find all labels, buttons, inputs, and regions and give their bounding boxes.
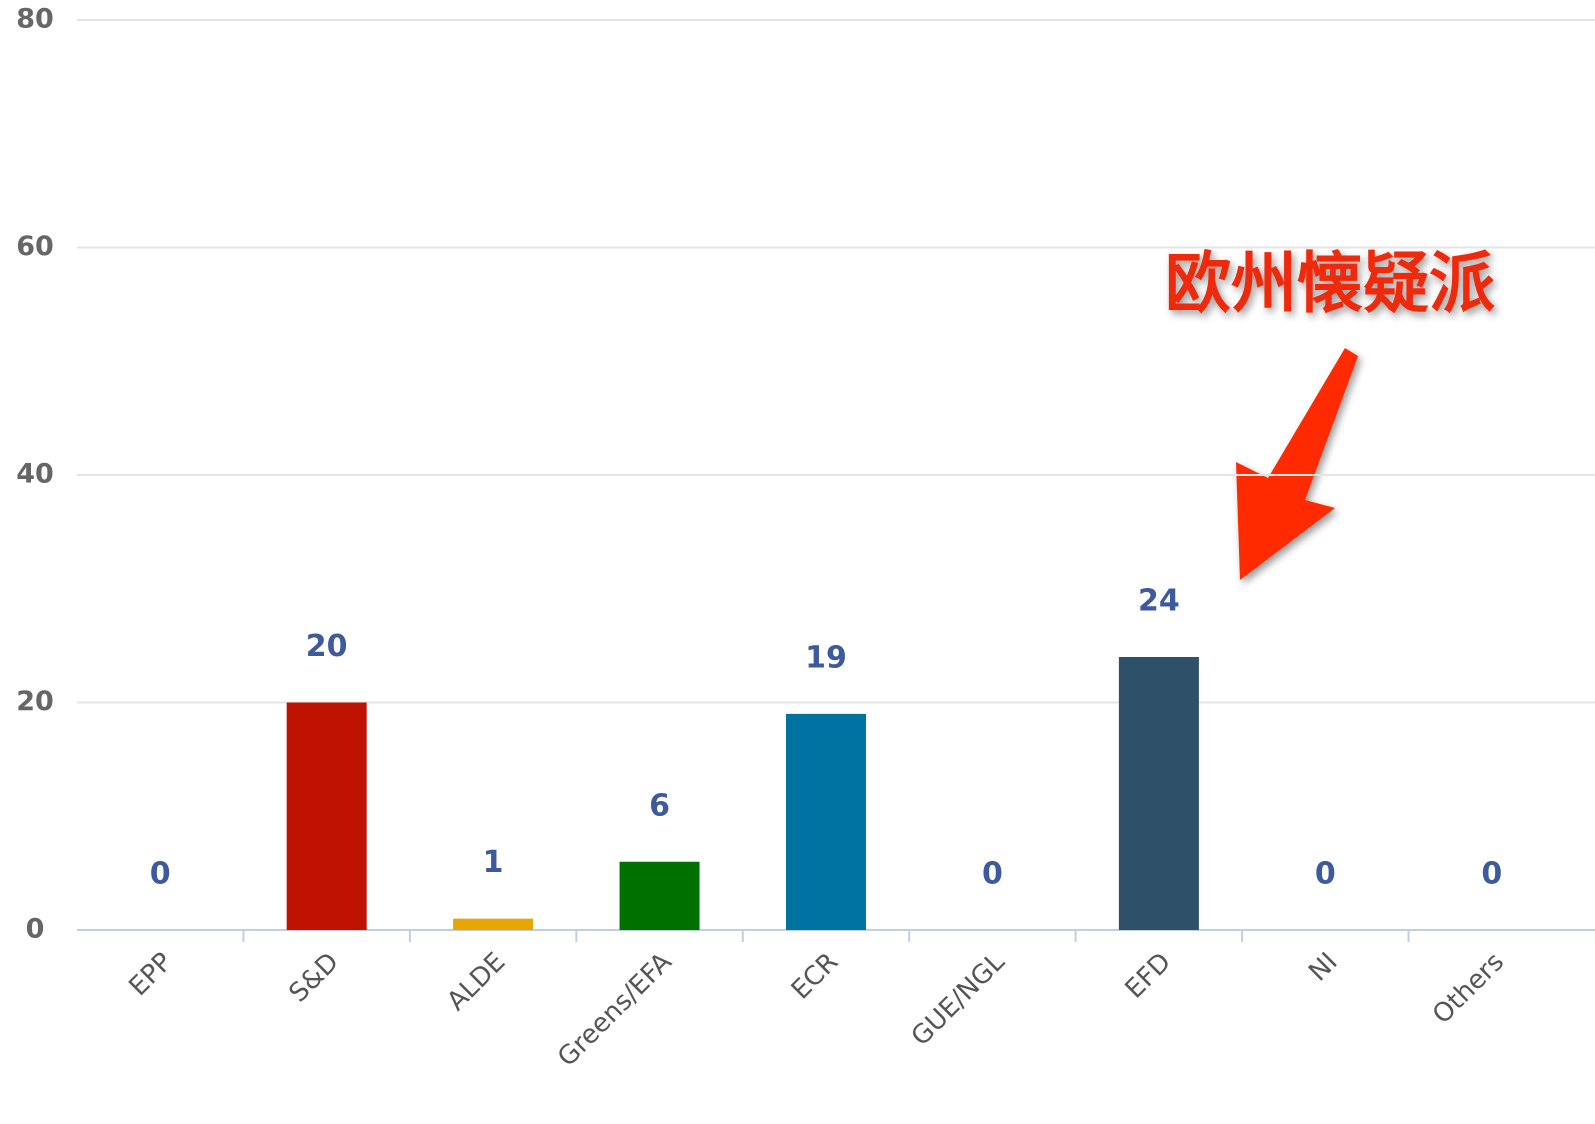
y-tick-label: 0 xyxy=(26,914,45,945)
data-label: 20 xyxy=(306,629,348,664)
y-tick-label: 20 xyxy=(16,686,54,717)
bar xyxy=(786,713,866,930)
data-label: 0 xyxy=(1315,857,1336,892)
bar xyxy=(286,702,367,930)
data-label: 0 xyxy=(982,857,1003,892)
y-tick-label: 40 xyxy=(16,459,54,490)
x-tick-label: EPP xyxy=(123,947,178,1002)
x-tick-label: Greens/EFA xyxy=(552,947,678,1073)
x-tick-label: S&D xyxy=(284,947,345,1008)
data-label: 19 xyxy=(805,640,847,675)
x-tick-label: GUE/NGL xyxy=(906,947,1011,1052)
annotation-arrow xyxy=(1236,348,1358,580)
data-label: 0 xyxy=(150,857,171,892)
y-tick-label: 80 xyxy=(16,4,54,35)
y-tick-label: 60 xyxy=(16,231,54,262)
x-tick-label: Others xyxy=(1427,947,1510,1030)
data-label: 6 xyxy=(649,788,670,823)
data-label: 0 xyxy=(1481,857,1502,892)
x-tick-label: ALDE xyxy=(442,947,512,1017)
x-tick-label: NI xyxy=(1303,947,1343,987)
bar xyxy=(453,918,534,930)
bar xyxy=(619,861,700,930)
annotation: 欧州懐疑派 xyxy=(1165,245,1495,322)
data-label: 24 xyxy=(1138,584,1180,619)
data-label: 1 xyxy=(483,845,504,880)
bar xyxy=(1118,657,1199,930)
x-tick-label: EFD xyxy=(1120,947,1178,1005)
x-tick-label: ECR xyxy=(786,947,844,1005)
